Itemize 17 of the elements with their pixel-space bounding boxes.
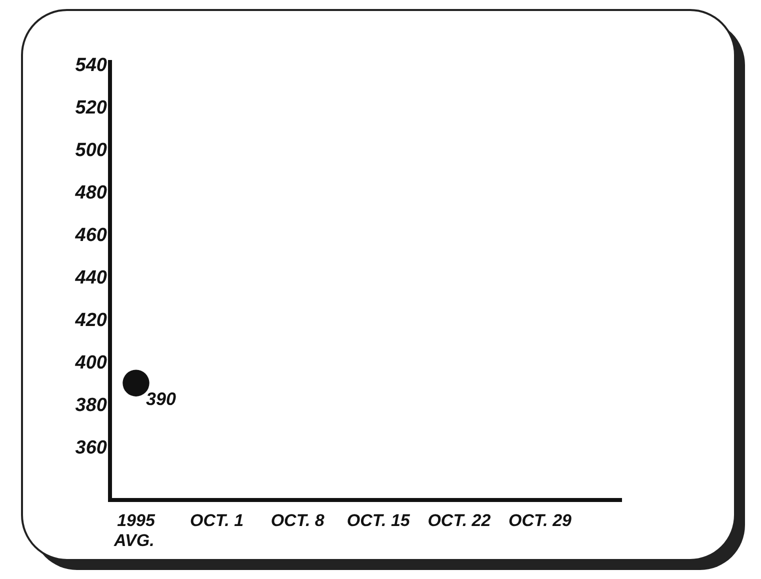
x-tick-label: OCT. 1: [190, 511, 244, 530]
y-tick-label: 520: [75, 97, 108, 118]
y-tick-label: 400: [74, 352, 108, 374]
data-label: 390: [146, 389, 176, 410]
y-tick-label: 480: [74, 182, 108, 204]
x-tick-label: OCT. 8: [270, 511, 325, 530]
y-tick-label: 380: [75, 395, 108, 416]
y-tick-label: 500: [75, 140, 108, 161]
y-tick-label: 360: [75, 438, 108, 459]
y-tick-label: 420: [74, 310, 108, 331]
x-tick-label: OCT. 15: [346, 511, 410, 530]
y-tick-label: 440: [74, 267, 108, 288]
x-tick-label: OCT. 29: [508, 511, 572, 530]
y-tick-label: 460: [74, 224, 108, 246]
y-tick-label: 540: [75, 54, 108, 76]
x-tick-label: OCT. 22: [428, 511, 492, 530]
x-tick-label: 1995 AVG.: [113, 511, 156, 550]
